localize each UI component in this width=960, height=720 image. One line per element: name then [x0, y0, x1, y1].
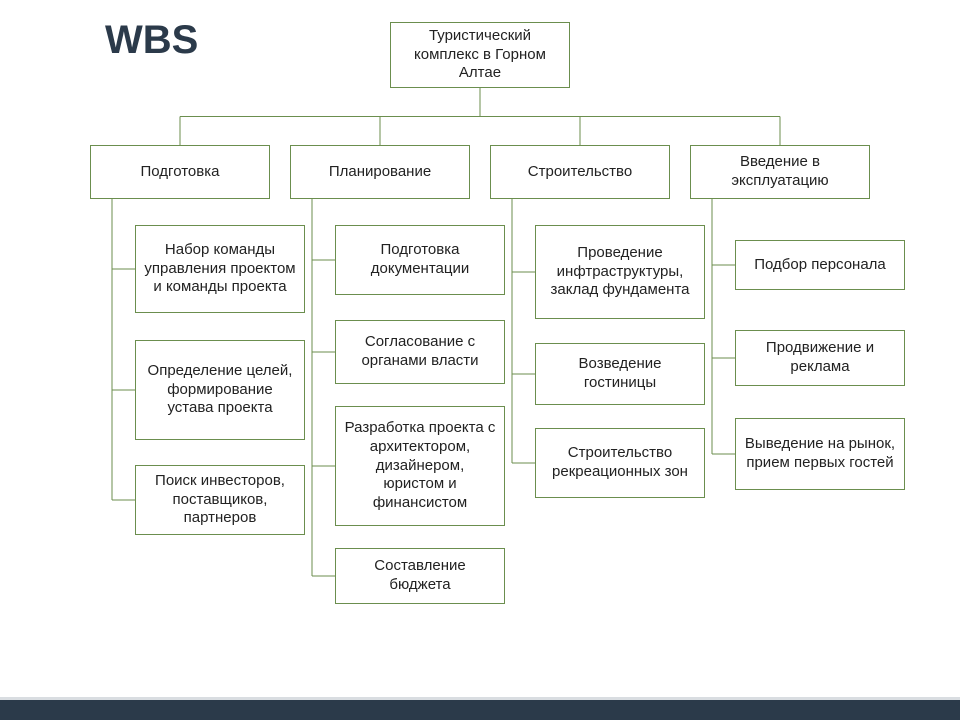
node-c4c: Выведение на рынок, прием первых гостей — [735, 418, 905, 490]
node-c2: Планирование — [290, 145, 470, 199]
wbs-diagram: WBS Туристический комплекс в Горном Алта… — [0, 0, 960, 720]
node-c1b: Определение целей, формирование устава п… — [135, 340, 305, 440]
node-c3c: Строительство рекреационных зон — [535, 428, 705, 498]
node-c4: Введение в эксплуатацию — [690, 145, 870, 199]
node-c1: Подготовка — [90, 145, 270, 199]
node-c2c: Разработка проекта с архитектором, дизай… — [335, 406, 505, 526]
footer-dark-stripe — [0, 700, 960, 720]
node-c4b: Продвижение и реклама — [735, 330, 905, 386]
node-c3b: Возведение гостиницы — [535, 343, 705, 405]
node-c1c: Поиск инвесторов, поставщиков, партнеров — [135, 465, 305, 535]
node-root: Туристический комплекс в Горном Алтае — [390, 22, 570, 88]
node-c2d: Составление бюджета — [335, 548, 505, 604]
node-c2a: Подготовка документации — [335, 225, 505, 295]
node-c1a: Набор команды управления проектом и кома… — [135, 225, 305, 313]
footer — [0, 697, 960, 720]
node-c4a: Подбор персонала — [735, 240, 905, 290]
node-c3: Строительство — [490, 145, 670, 199]
node-c2b: Согласование с органами власти — [335, 320, 505, 384]
page-title: WBS — [105, 18, 198, 63]
node-c3a: Проведение инфтраструктуры, заклад фунда… — [535, 225, 705, 319]
